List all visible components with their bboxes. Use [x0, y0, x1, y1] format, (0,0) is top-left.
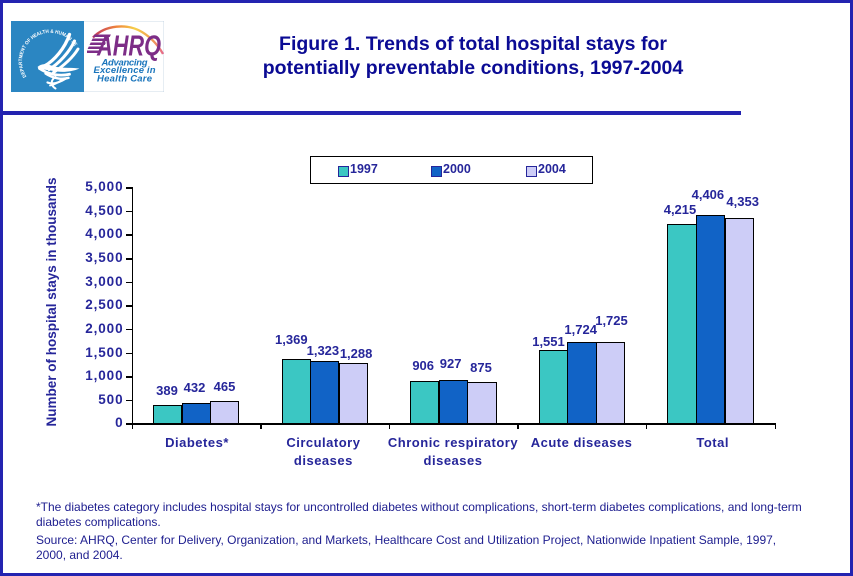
svg-text:AHRQ: AHRQ — [96, 31, 161, 63]
svg-text:Excellence in: Excellence in — [94, 65, 156, 76]
svg-text:Advancing: Advancing — [101, 58, 148, 69]
svg-text:Health Care: Health Care — [97, 74, 153, 85]
